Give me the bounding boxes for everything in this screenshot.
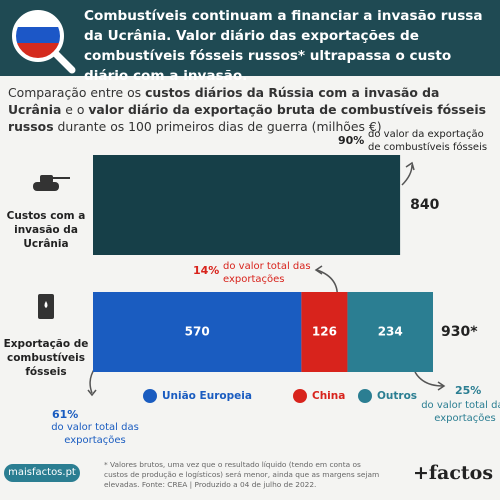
site-link[interactable]: maisfactos.pt: [8, 467, 76, 478]
bar-value-label: 234: [378, 325, 403, 339]
header-title: Combustíveis continuam a financiar a inv…: [84, 8, 483, 84]
bar-segment: [301, 292, 348, 372]
header-band: [0, 0, 500, 76]
footer-brand-bg: [4, 464, 80, 482]
annotation-text: do valor da exportação de combustíveis f…: [368, 129, 488, 153]
annotation-percent: 90%: [338, 134, 365, 147]
legend-label: Outros: [377, 390, 417, 402]
annotation-text: do valor total das exportações: [51, 422, 139, 446]
brand: +factos: [412, 462, 494, 484]
annotation-percent: 14%: [193, 264, 220, 277]
legend-label: União Europeia: [162, 390, 252, 402]
barrel-icon: [38, 294, 54, 319]
bar-segment: [93, 292, 302, 372]
bar-value-label: 570: [185, 325, 210, 339]
total-label: 840: [410, 197, 439, 213]
footnote: * Valores brutos, uma vez que o resultad…: [104, 460, 380, 489]
bar-value-label: 126: [312, 325, 337, 339]
bar-segment: [347, 292, 433, 372]
legend-icon: [143, 389, 157, 403]
annotation-percent: 61%: [52, 408, 79, 421]
subtitle-part: valor diário da exportação bruta de comb…: [8, 102, 486, 134]
subtitle-part: e o: [61, 102, 89, 117]
legend-label: China: [312, 390, 345, 402]
total-label: 930*: [441, 324, 478, 340]
subtitle-part: Comparação entre os: [8, 85, 146, 100]
subtitle: Comparação entre os custos diários da Rú…: [8, 84, 496, 135]
bar-segment: [93, 155, 401, 255]
annotation-text: do valor total das exportações: [223, 261, 311, 285]
subtitle-part: custos diários da Rússia com a invasão d…: [8, 85, 440, 117]
annotation-percent: 25%: [455, 384, 482, 397]
category-label: Exportação de combustíveis fósseis: [3, 338, 89, 378]
legend-icon: [293, 389, 307, 403]
annotation-text: do valor total das exportações: [421, 400, 500, 424]
category-label: Custos com a invasão da Ucrânia: [6, 210, 86, 250]
subtitle-part: durante os 100 primeiros dias de guerra …: [53, 119, 382, 134]
flag-magnifier-icon: [12, 10, 76, 74]
legend-icon: [358, 389, 372, 403]
tank-icon: [33, 175, 70, 191]
